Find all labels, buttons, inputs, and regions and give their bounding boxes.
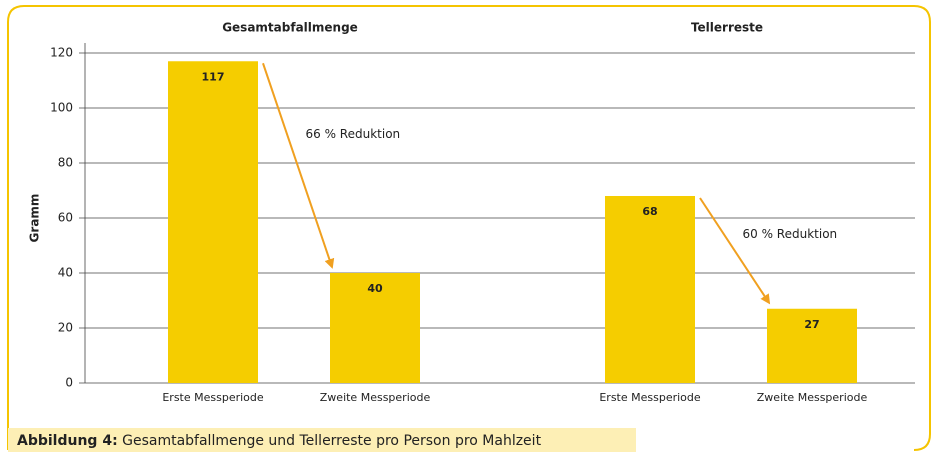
x-tick-label: Erste Messperiode [162,391,264,404]
bar [168,61,258,383]
arrow [262,62,335,269]
group-title: Gesamtabfallmenge [222,21,358,35]
bar [330,273,420,383]
y-tick-label: 100 [50,101,73,115]
value-label: 27 [804,318,819,331]
bar [605,196,695,383]
caption-box [8,428,636,452]
annotation: 66 % Reduktion [306,127,401,141]
annotation: 60 % Reduktion [743,227,838,241]
caption-text: Gesamtabfallmenge und Tellerreste pro Pe… [122,433,541,449]
y-tick-label: 60 [58,211,73,225]
value-label: 117 [202,70,225,83]
group-title: Tellerreste [691,21,763,35]
caption: Abbildung 4: Gesamtabfallmenge und Telle… [17,433,542,449]
y-tick-label: 120 [50,46,73,60]
frame [7,5,931,451]
x-tick-label: Erste Messperiode [599,391,701,404]
value-label: 40 [367,282,383,295]
x-tick-label: Zweite Messperiode [757,391,868,404]
caption-label: Abbildung 4: [17,433,118,449]
value-label: 68 [642,205,657,218]
y-tick-label: 0 [65,376,73,390]
x-tick-label: Zweite Messperiode [320,391,431,404]
y-tick-label: 40 [58,266,73,280]
y-axis-label: Gramm [28,194,42,243]
y-tick-label: 20 [58,321,73,335]
y-tick-label: 80 [58,156,73,170]
arrow [699,197,771,305]
bar [767,308,857,383]
